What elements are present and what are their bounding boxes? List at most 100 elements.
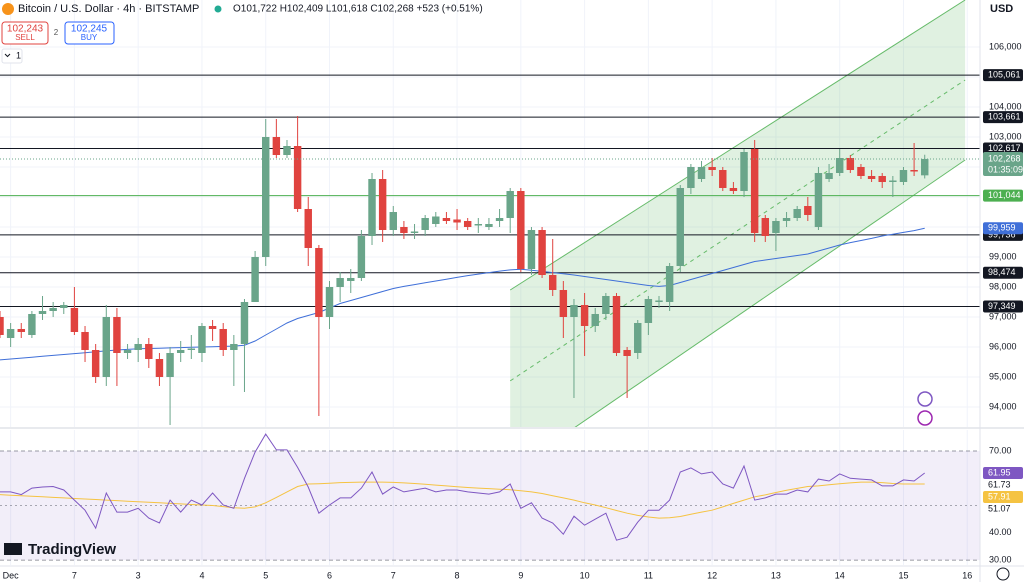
x-tick-label: 9 [518,570,523,580]
y-tick-label: 98,000 [989,281,1017,291]
candle-body [230,343,238,350]
candle-body [793,209,801,218]
candle-body [463,220,472,227]
x-tick-label: 12 [707,570,717,580]
x-tick-label: 14 [835,570,845,580]
x-tick-label: 10 [580,570,590,580]
channel-upper [509,0,966,291]
candle-body [527,229,536,269]
channel-fill [510,0,966,427]
candle-body [283,146,291,156]
candle-body [325,286,334,317]
level-label: 97,349 [988,301,1016,311]
countdown: 01:35:09 [988,164,1023,174]
x-tick-label: 7 [391,570,396,580]
rsi-label-box [983,466,1023,479]
candle-body [548,274,557,290]
candle-body [102,316,111,377]
spread: 2 [54,28,59,37]
candle-body [38,310,47,314]
candle-body [410,231,419,233]
candle-body [123,349,132,353]
ideas-icon[interactable] [917,391,933,407]
candle-body [570,304,578,317]
candle-body [432,216,440,224]
candle-body [6,328,15,338]
buy-button[interactable] [64,21,115,45]
candle-body [389,212,397,230]
ohlc: O101,722 H102,409 L101,618 C102,268 +523… [233,4,483,15]
alerts-icon[interactable] [917,410,933,426]
candle-body [251,256,259,302]
settings-icon[interactable] [996,567,1010,581]
candle-body [485,223,493,227]
level-label: 103,661 [988,112,1021,122]
x-tick-label: 16 [962,570,972,580]
candle-body [474,223,483,226]
x-tick-label: 7 [72,570,77,580]
candle-body [846,158,855,171]
rsi-tick-label: 40.00 [989,527,1012,537]
candle-body [262,137,270,257]
candle-body [453,219,461,223]
sell-label: SELL [15,33,35,42]
candle-body [506,191,514,218]
candle-body [708,167,716,171]
candle-body [623,349,631,356]
collapse-button[interactable] [1,48,23,64]
candle-body [304,209,312,248]
candle-body [134,343,142,350]
x-tick-label: 13 [771,570,781,580]
candle-body [378,179,387,230]
x-tick-label: 8 [455,570,460,580]
rsi-label: 61.95 [988,467,1011,477]
x-tick-label: Dec [3,570,20,580]
moving-average [0,227,925,361]
candle-body [814,173,823,227]
last-price: 102,268 [988,153,1021,163]
level-label: 102,617 [988,143,1021,153]
y-tick-label: 99,000 [989,251,1017,261]
candle-body [676,188,684,266]
candle-body [719,170,727,189]
ma-label-box [983,222,1023,235]
candle-body [357,235,366,278]
level-label: 99,736 [988,229,1016,239]
y-tick-label: 103,000 [989,131,1022,141]
y-tick-label: 95,000 [989,371,1017,381]
header: Bitcoin / U.S. Dollar · 4h · BITSTAMP O1… [1,3,1013,581]
candle-body [421,217,429,230]
last-price-box [983,151,1023,176]
buy-label: BUY [81,33,98,42]
candle-body [580,304,589,326]
rsi-label: 61.73 [988,479,1011,489]
candle-body [697,167,706,180]
buy-price: 102,245 [71,24,108,35]
candle-body [857,167,865,177]
candle-body [910,170,918,172]
candle-body [166,352,174,377]
candle-body [634,322,642,353]
rsi-tick-label: 30.00 [989,554,1012,564]
indicator-count: 1 [16,50,21,60]
x-tick-label: 3 [136,570,141,580]
candle-body [91,349,100,377]
candle-body [81,331,89,350]
x-tick-label: 11 [644,570,653,580]
candle-body [198,325,206,353]
candle-body [219,328,227,350]
symbol-title: Bitcoin / U.S. Dollar · 4h · BITSTAMP [18,3,199,15]
level-label: 105,061 [988,70,1021,80]
ma-label: 99,959 [988,223,1016,233]
rsi-tick-label: 70.00 [989,445,1012,455]
candle-body [825,173,833,180]
y-tick-label: 106,000 [989,41,1022,51]
rsi-line [0,433,926,541]
candle-body [400,226,408,233]
status-dot [214,5,222,13]
candle-body [921,158,929,176]
candle-body [878,176,886,183]
y-tick-label: 96,000 [989,341,1017,351]
sell-button[interactable] [1,21,49,45]
candle-body [208,325,217,329]
